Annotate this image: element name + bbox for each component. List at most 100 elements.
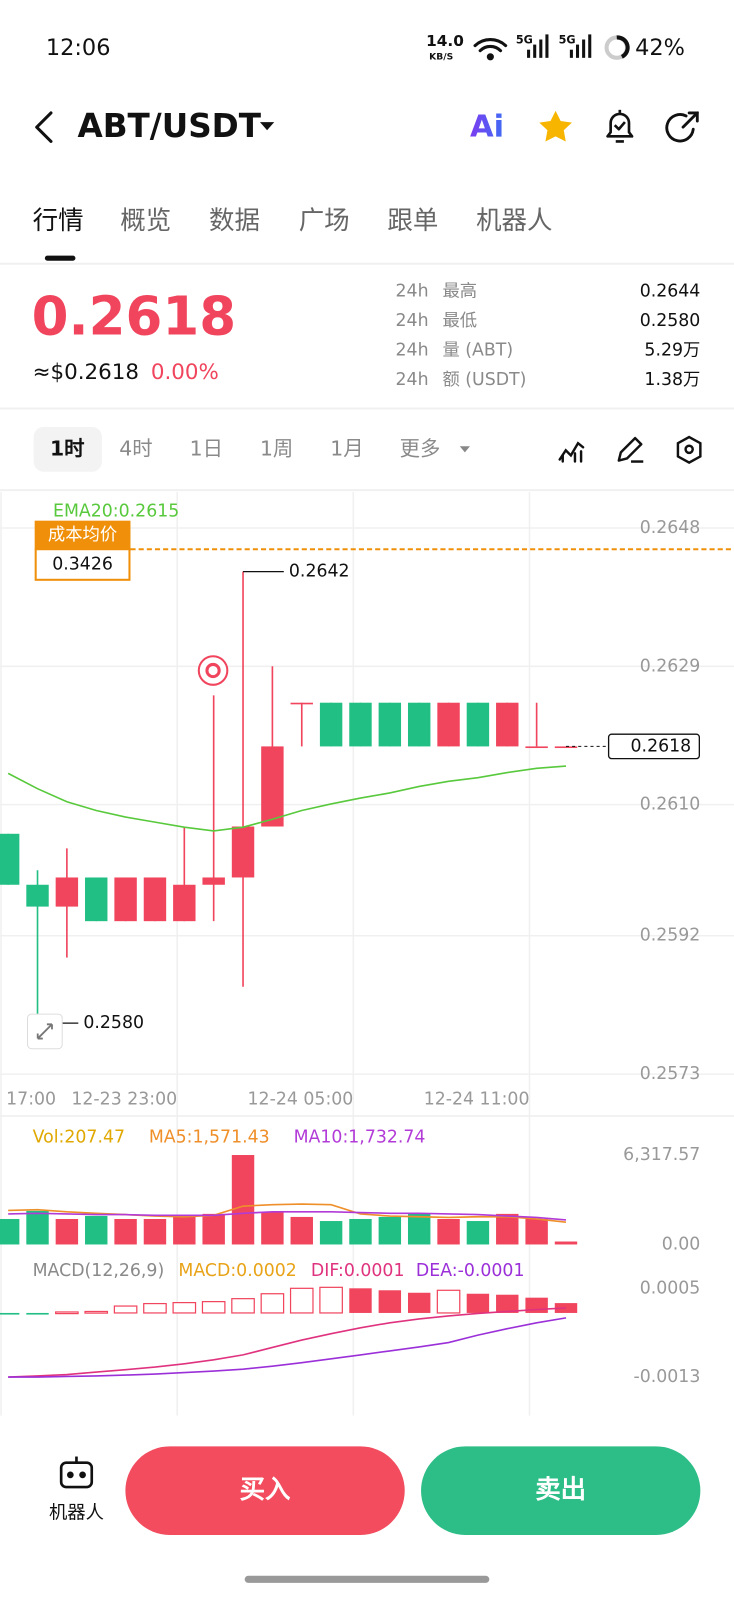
macd-bar bbox=[201, 1301, 226, 1314]
legend-entry: MACD:0.0002 bbox=[178, 1261, 296, 1281]
macd-bar bbox=[407, 1292, 431, 1313]
volume-bar bbox=[496, 1213, 519, 1245]
candle-body bbox=[26, 884, 49, 907]
high-label: 0.2642 bbox=[289, 562, 350, 582]
volume-bar bbox=[231, 1155, 255, 1245]
candle-body bbox=[525, 746, 548, 749]
ema-line bbox=[7, 765, 567, 832]
stat-label: 额 (USDT) bbox=[442, 370, 526, 390]
interval[interactable]: 更多 bbox=[400, 436, 441, 460]
volume-bar bbox=[525, 1218, 548, 1245]
macd-bar bbox=[466, 1293, 490, 1313]
buy-label[interactable]: 买入 bbox=[240, 1475, 291, 1505]
y-tick-label: 0.2629 bbox=[640, 656, 701, 676]
net-speed: 14.0 bbox=[426, 32, 464, 50]
tab[interactable]: 广场 bbox=[299, 206, 350, 236]
pair-title[interactable]: ABT/USDT bbox=[77, 107, 261, 145]
macd-bar bbox=[260, 1293, 285, 1314]
network-type: 5G bbox=[516, 34, 533, 47]
candle-body bbox=[496, 702, 519, 747]
wifi-icon bbox=[473, 38, 508, 61]
volume-bar bbox=[202, 1213, 225, 1245]
macd-bar bbox=[289, 1287, 314, 1314]
y-tick-label: 0.2610 bbox=[640, 795, 701, 815]
last-price: 0.2618 bbox=[32, 285, 237, 347]
stat-period: 24h bbox=[396, 370, 429, 390]
macd-bar bbox=[319, 1286, 343, 1314]
indicator-button[interactable] bbox=[558, 441, 585, 463]
more-dropdown[interactable] bbox=[459, 446, 470, 453]
candle-body bbox=[114, 877, 137, 922]
y-tick-label: 0.2573 bbox=[640, 1064, 701, 1084]
y-tick-label: 6,317.57 bbox=[623, 1145, 700, 1165]
buy-button[interactable] bbox=[125, 1446, 405, 1536]
volume-bar bbox=[0, 1218, 20, 1245]
macd-bar bbox=[496, 1294, 519, 1313]
macd-bar bbox=[231, 1298, 255, 1314]
usd-price: ≈$0.2618 bbox=[33, 360, 139, 385]
event-marker-inner bbox=[205, 662, 221, 679]
cost-value-box bbox=[34, 548, 131, 581]
volume-bar bbox=[378, 1216, 402, 1245]
sell-button[interactable] bbox=[421, 1446, 701, 1536]
volume-bar bbox=[55, 1218, 79, 1245]
low-label: 0.2580 bbox=[83, 1013, 144, 1033]
ai-button[interactable]: Ai bbox=[470, 110, 504, 145]
back-button[interactable] bbox=[35, 111, 53, 143]
macd-bar bbox=[113, 1305, 138, 1314]
tab[interactable]: 机器人 bbox=[476, 206, 552, 236]
alert-bell[interactable] bbox=[606, 109, 634, 143]
interval[interactable]: 1日 bbox=[190, 436, 223, 460]
indicator-line bbox=[8, 1203, 567, 1223]
volume-bar bbox=[261, 1211, 284, 1245]
settings-button[interactable] bbox=[676, 435, 702, 464]
candle-body bbox=[290, 702, 313, 705]
draw-button[interactable] bbox=[617, 436, 644, 463]
macd-bar bbox=[143, 1302, 167, 1314]
ema-label: EMA20:0.2615 bbox=[53, 501, 179, 521]
candle-body bbox=[261, 746, 284, 827]
stat-period: 24h bbox=[396, 281, 429, 301]
signal-icon bbox=[527, 34, 549, 58]
tab[interactable]: 概览 bbox=[120, 206, 171, 236]
legend-entry: MA10:1,732.74 bbox=[294, 1127, 426, 1147]
status-time: 12:06 bbox=[46, 35, 111, 61]
tab[interactable]: 行情 bbox=[33, 206, 84, 236]
volume-bar bbox=[319, 1221, 343, 1245]
pair-dropdown[interactable] bbox=[259, 122, 275, 131]
x-tick-label: 12-24 05:00 bbox=[248, 1090, 354, 1110]
share-button[interactable] bbox=[665, 111, 699, 143]
volume-bar bbox=[114, 1218, 137, 1245]
macd-bar bbox=[172, 1301, 197, 1314]
stat-value: 5.29万 bbox=[644, 340, 700, 360]
indicator-line bbox=[8, 1307, 567, 1378]
candle-body bbox=[143, 877, 167, 922]
tab[interactable]: 数据 bbox=[209, 206, 260, 236]
interval[interactable]: 1月 bbox=[330, 436, 363, 460]
indicator-line bbox=[8, 1211, 567, 1221]
legend-entry: Vol:207.47 bbox=[33, 1127, 125, 1147]
network-type: 5G bbox=[559, 34, 576, 47]
indicator-line bbox=[8, 1317, 567, 1378]
macd-bar bbox=[26, 1312, 49, 1315]
stat-label: 最低 bbox=[442, 311, 477, 331]
robot-label[interactable]: 机器人 bbox=[49, 1503, 104, 1524]
volume-bar bbox=[26, 1210, 49, 1245]
stat-label: 最高 bbox=[442, 281, 477, 301]
interval[interactable]: 4时 bbox=[119, 436, 152, 460]
candle-body bbox=[0, 833, 20, 885]
indicator-title: MACD(12,26,9) bbox=[33, 1261, 165, 1281]
robot-icon[interactable] bbox=[59, 1456, 94, 1489]
candle-body bbox=[173, 884, 196, 922]
candle-body bbox=[85, 877, 108, 922]
volume-bar bbox=[466, 1221, 490, 1245]
sell-label[interactable]: 卖出 bbox=[535, 1475, 586, 1505]
stat-period: 24h bbox=[396, 311, 429, 331]
interval[interactable]: 1时 bbox=[50, 436, 85, 460]
favorite-star[interactable] bbox=[539, 110, 572, 142]
stat-period: 24h bbox=[396, 340, 429, 360]
volume-bar bbox=[407, 1213, 431, 1245]
tab[interactable]: 跟单 bbox=[387, 206, 438, 236]
interval[interactable]: 1周 bbox=[260, 436, 293, 460]
